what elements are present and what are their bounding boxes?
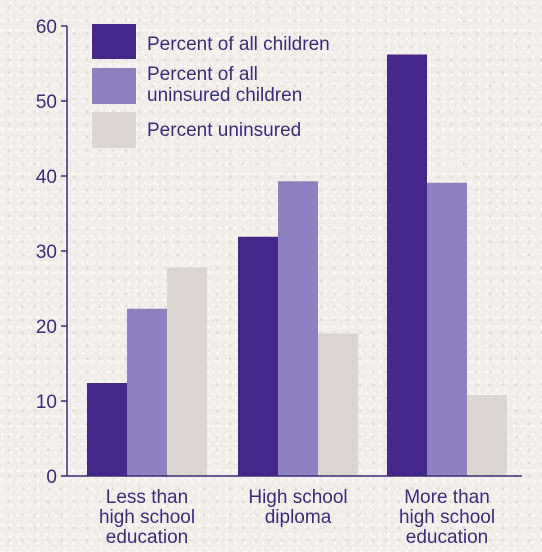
y-axis: 0 10 20 30 40 50 60: [36, 17, 68, 488]
x-category-label-line: education: [106, 527, 188, 548]
bar-2-series-3: [318, 333, 358, 476]
legend-swatch-2: [92, 68, 136, 104]
x-category-label-line: high school: [399, 507, 495, 528]
legend-label-line: Percent uninsured: [147, 120, 301, 141]
legend-label-line: Percent of all: [147, 64, 258, 85]
bar-1-series-1: [87, 383, 127, 476]
bar-3-series-2: [427, 182, 467, 476]
x-category-label: Less than high school education: [99, 487, 195, 548]
bar-1-series-2: [127, 308, 167, 476]
x-category-label-line: More than: [404, 487, 490, 508]
legend-label-2: Percent of all uninsured children: [147, 64, 302, 106]
y-tick-label: 30: [36, 242, 57, 263]
legend-swatch-1: [92, 24, 136, 59]
x-category-label-line: Less than: [106, 487, 188, 508]
bar-2-series-2: [278, 181, 318, 476]
x-category-label-line: diploma: [265, 507, 332, 528]
legend-label-3: Percent uninsured: [147, 120, 301, 141]
bars: [87, 54, 507, 476]
x-category-label-line: education: [406, 527, 488, 548]
bar-3-series-1: [387, 54, 427, 476]
y-tick-label: 60: [36, 17, 57, 38]
y-tick-label: 10: [36, 392, 57, 413]
legend: Percent of all children Percent of all uni…: [92, 24, 330, 148]
legend-swatch-3: [92, 112, 136, 148]
y-tick-label: 20: [36, 317, 57, 338]
legend-label-1: Percent of all children: [147, 34, 330, 55]
x-category-label-line: High school: [248, 487, 347, 508]
bar-3-series-3: [467, 395, 507, 476]
bar-1-series-3: [167, 267, 207, 476]
legend-label-line: Percent of all children: [147, 34, 330, 55]
bar-2-series-1: [238, 236, 278, 476]
x-category-label: More than high school education: [399, 487, 495, 548]
x-category-label: High school diploma: [248, 487, 347, 528]
y-tick-label: 40: [36, 167, 57, 188]
legend-label-line: uninsured children: [147, 85, 302, 106]
y-tick-label: 50: [36, 92, 57, 113]
y-tick-label: 0: [46, 467, 57, 488]
x-category-label-line: high school: [99, 507, 195, 528]
